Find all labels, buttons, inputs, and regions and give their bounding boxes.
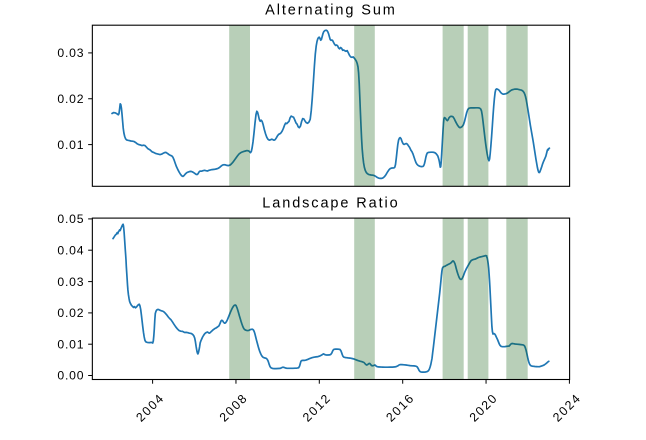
svg-text:0.01: 0.01 bbox=[57, 337, 84, 351]
svg-text:0.02: 0.02 bbox=[57, 92, 84, 106]
svg-text:0.02: 0.02 bbox=[57, 306, 84, 320]
svg-text:Landscape Ratio: Landscape Ratio bbox=[262, 196, 399, 212]
svg-text:0.05: 0.05 bbox=[57, 212, 84, 226]
svg-text:0.04: 0.04 bbox=[57, 243, 84, 257]
svg-text:0.00: 0.00 bbox=[57, 369, 84, 383]
svg-text:Alternating Sum: Alternating Sum bbox=[265, 3, 397, 19]
svg-text:0.01: 0.01 bbox=[57, 138, 84, 152]
svg-text:0.03: 0.03 bbox=[57, 46, 84, 60]
svg-text:0.03: 0.03 bbox=[57, 275, 84, 289]
